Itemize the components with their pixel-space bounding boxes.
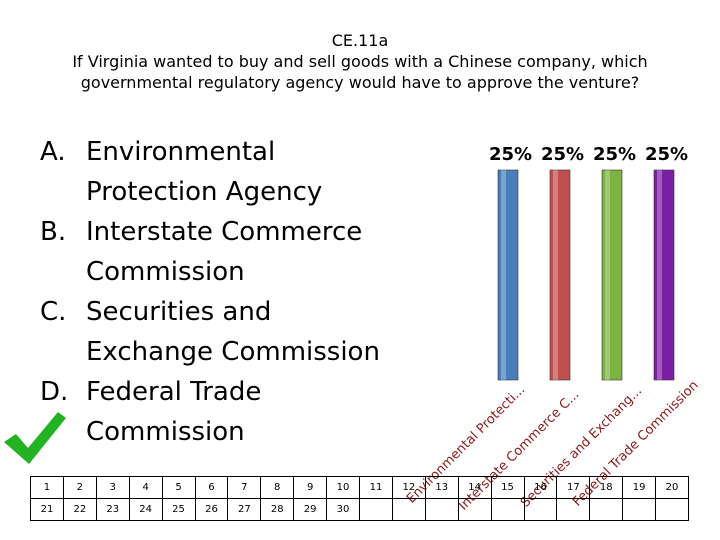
response-cell	[524, 499, 558, 521]
value-label-2: 25%	[541, 144, 585, 165]
response-cell: 15	[491, 477, 525, 499]
response-cell: 8	[261, 477, 295, 499]
response-cell: 24	[129, 499, 163, 521]
response-cell: 4	[129, 477, 163, 499]
response-cell	[360, 499, 393, 521]
response-cell: 7	[228, 477, 262, 499]
value-label-1: 25%	[489, 144, 533, 165]
answer-text-line: Environmental	[86, 137, 276, 167]
response-cell: 11	[360, 477, 393, 499]
answer-list: A. Environmental Protection Agency B. In…	[40, 132, 440, 452]
response-cell	[656, 499, 689, 521]
question-line-1: If Virginia wanted to buy and sell goods…	[72, 52, 648, 71]
question-header: CE.11a If Virginia wanted to buy and sel…	[40, 30, 680, 93]
response-cell: 9	[294, 477, 328, 499]
response-cell	[491, 499, 525, 521]
bar-4	[653, 169, 675, 381]
answer-text-line: Interstate Commerce	[86, 217, 363, 247]
response-cell: 6	[195, 477, 229, 499]
answer-option-a[interactable]: A. Environmental Protection Agency	[40, 132, 440, 212]
answer-letter: B.	[40, 217, 67, 247]
response-cell	[458, 499, 492, 521]
response-cell: 5	[162, 477, 196, 499]
bar-3	[601, 169, 623, 381]
response-cell: 26	[195, 499, 229, 521]
response-cell: 20	[656, 477, 689, 499]
response-cell: 19	[623, 477, 657, 499]
response-cell: 13	[425, 477, 459, 499]
answer-option-d[interactable]: D. Federal Trade Commission	[40, 372, 440, 452]
checkmark-icon	[4, 412, 66, 464]
response-grid: 1 2 3 4 5 6 7 8 9 10 11 12 13 14 15 16 17 18 19 20 21 22 23 24 2…	[30, 476, 689, 521]
response-cell: 1	[31, 477, 64, 499]
bar-2	[549, 169, 571, 381]
response-cell: 17	[557, 477, 591, 499]
response-cell	[590, 499, 624, 521]
response-cell: 29	[294, 499, 328, 521]
response-cell: 10	[327, 477, 360, 499]
response-cell: 21	[31, 499, 64, 521]
question-line-2: governmental regulatory agency would hav…	[80, 73, 640, 92]
answer-letter: C.	[40, 297, 67, 327]
answer-letter: A.	[40, 137, 66, 167]
response-cell	[623, 499, 657, 521]
answer-option-c[interactable]: C. Securities and Exchange Commission	[40, 292, 440, 372]
answer-letter: D.	[40, 377, 69, 407]
answer-text-line: Commission	[86, 257, 245, 287]
response-cell	[392, 499, 426, 521]
response-cell	[425, 499, 459, 521]
response-cell: 2	[63, 477, 97, 499]
response-cell: 23	[96, 499, 130, 521]
answer-text-line: Federal Trade	[86, 377, 262, 407]
value-label-3: 25%	[593, 144, 637, 165]
bar-1	[497, 169, 519, 381]
answer-text-line: Commission	[86, 417, 245, 447]
response-cell: 14	[458, 477, 492, 499]
response-cell: 28	[261, 499, 295, 521]
response-cell	[557, 499, 591, 521]
response-cell: 27	[228, 499, 262, 521]
response-cell: 12	[392, 477, 426, 499]
response-cell: 3	[96, 477, 130, 499]
answer-text-line: Exchange Commission	[86, 337, 380, 367]
question-code: CE.11a	[331, 31, 389, 50]
response-cell: 16	[524, 477, 558, 499]
response-cell: 30	[327, 499, 360, 521]
value-label-4: 25%	[645, 144, 689, 165]
response-cell: 25	[162, 499, 196, 521]
response-cell: 18	[590, 477, 624, 499]
response-cell: 22	[63, 499, 97, 521]
answer-text-line: Securities and	[86, 297, 272, 327]
answer-text-line: Protection Agency	[86, 177, 323, 207]
answer-option-b[interactable]: B. Interstate Commerce Commission	[40, 212, 440, 292]
